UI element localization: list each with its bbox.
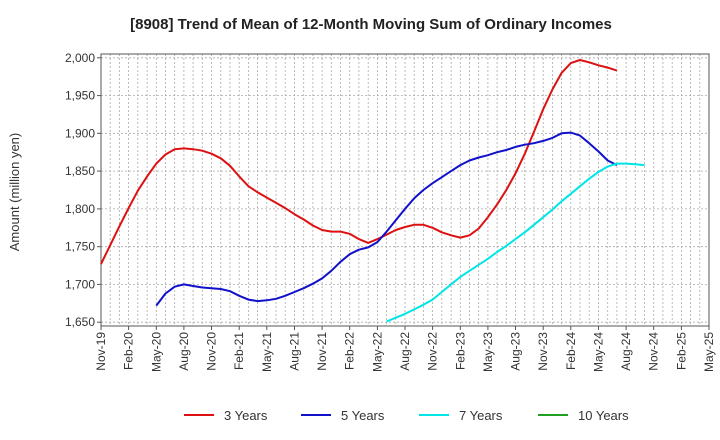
x-tick-label: Aug-24 (619, 332, 633, 371)
x-tick-label: Aug-20 (177, 332, 191, 371)
chart-title: [8908] Trend of Mean of 12-Month Moving … (130, 16, 612, 33)
x-tick-label: Nov-22 (426, 332, 440, 371)
y-tick-label: 1,700 (65, 277, 95, 291)
x-tick-label: Feb-20 (122, 332, 136, 370)
y-tick-label: 1,850 (65, 164, 95, 178)
x-tick-label: May-25 (702, 332, 716, 372)
grid (101, 54, 709, 326)
series-line-5-years (155, 131, 618, 307)
y-tick-label: 1,950 (65, 89, 95, 103)
x-tick-label: May-20 (149, 332, 163, 372)
x-tick-label: Nov-24 (647, 332, 661, 371)
plot-frame (100, 53, 710, 327)
x-tick-label: Feb-22 (343, 332, 357, 370)
x-tick-labels: Nov-19 Feb-20 May-20 Aug-20 Nov-20 Feb-21 May-… (94, 332, 716, 372)
x-tick-label: Feb-24 (564, 332, 578, 370)
x-tick-label: Nov-21 (315, 332, 329, 371)
x-tick-label: May-22 (370, 332, 384, 372)
x-tick-label: May-21 (260, 332, 274, 372)
y-tick-labels: 1,650 1,700 1,750 1,800 1,850 1,900 1,950 2,000 (65, 51, 95, 329)
legend-label: 7 Years (459, 408, 503, 423)
x-tick-label: Aug-23 (509, 332, 523, 371)
y-tick-label: 1,650 (65, 315, 95, 329)
x-tick-label: May-24 (592, 332, 606, 372)
y-tick-label: 1,750 (65, 240, 95, 254)
y-tick-label: 2,000 (65, 51, 95, 65)
series-lines (100, 59, 645, 323)
series-line-7-years (386, 162, 645, 323)
x-tick-label: Nov-20 (205, 332, 219, 371)
x-tick-label: Aug-21 (288, 332, 302, 371)
x-tick-label: Feb-25 (674, 332, 688, 370)
legend-label: 5 Years (341, 408, 385, 423)
x-tick-label: May-23 (481, 332, 495, 372)
x-tick-label: Nov-19 (94, 332, 108, 371)
y-tick-label: 1,800 (65, 202, 95, 216)
legend-label: 3 Years (224, 408, 268, 423)
x-tick-label: Feb-23 (453, 332, 467, 370)
x-tick-label: Feb-21 (232, 332, 246, 370)
legend: 3 Years 5 Years 7 Years 10 Years (184, 408, 629, 423)
x-tick-label: Aug-22 (398, 332, 412, 371)
x-tick-label: Nov-23 (536, 332, 550, 371)
y-tick-label: 1,900 (65, 126, 95, 140)
axes (97, 53, 710, 330)
legend-label: 10 Years (578, 408, 629, 423)
y-axis-label: Amount (million yen) (7, 133, 22, 252)
series-line-3-years (100, 59, 618, 265)
